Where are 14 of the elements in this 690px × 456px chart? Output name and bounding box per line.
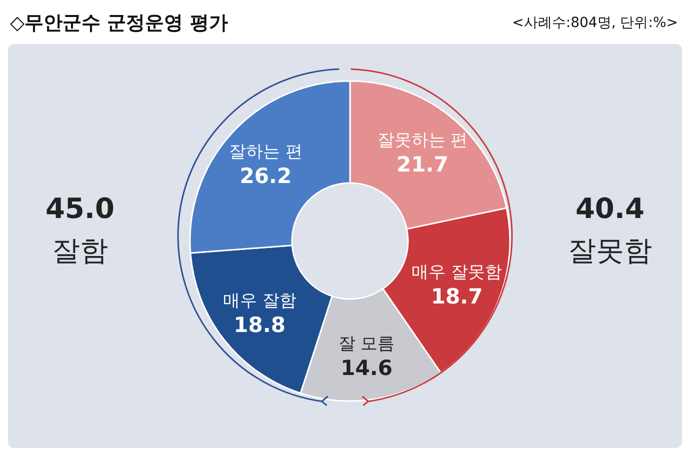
text: <사례수:804명, 단위:%> [512,14,678,32]
data-label: 18.8 [234,313,286,338]
slice-label: 잘하는 편 [228,142,302,162]
slice-label: 매우 잘못함 [412,262,502,283]
text: 45.0 잘함 [45,192,115,267]
slice-label: 매우 잘함 [222,291,296,312]
data-label: 21.7 [396,152,448,177]
slice-label: 잘못하는 편 [377,130,468,151]
chart-title: ◇무안군수 군정운영 평가 [10,11,228,36]
data-label: 26.2 [240,164,292,188]
data-label: 14.6 [340,356,392,380]
slice-label: 잘 모름 [338,334,395,354]
text: 40.4 잘못함 [568,192,652,267]
data-label: 18.7 [430,284,483,309]
